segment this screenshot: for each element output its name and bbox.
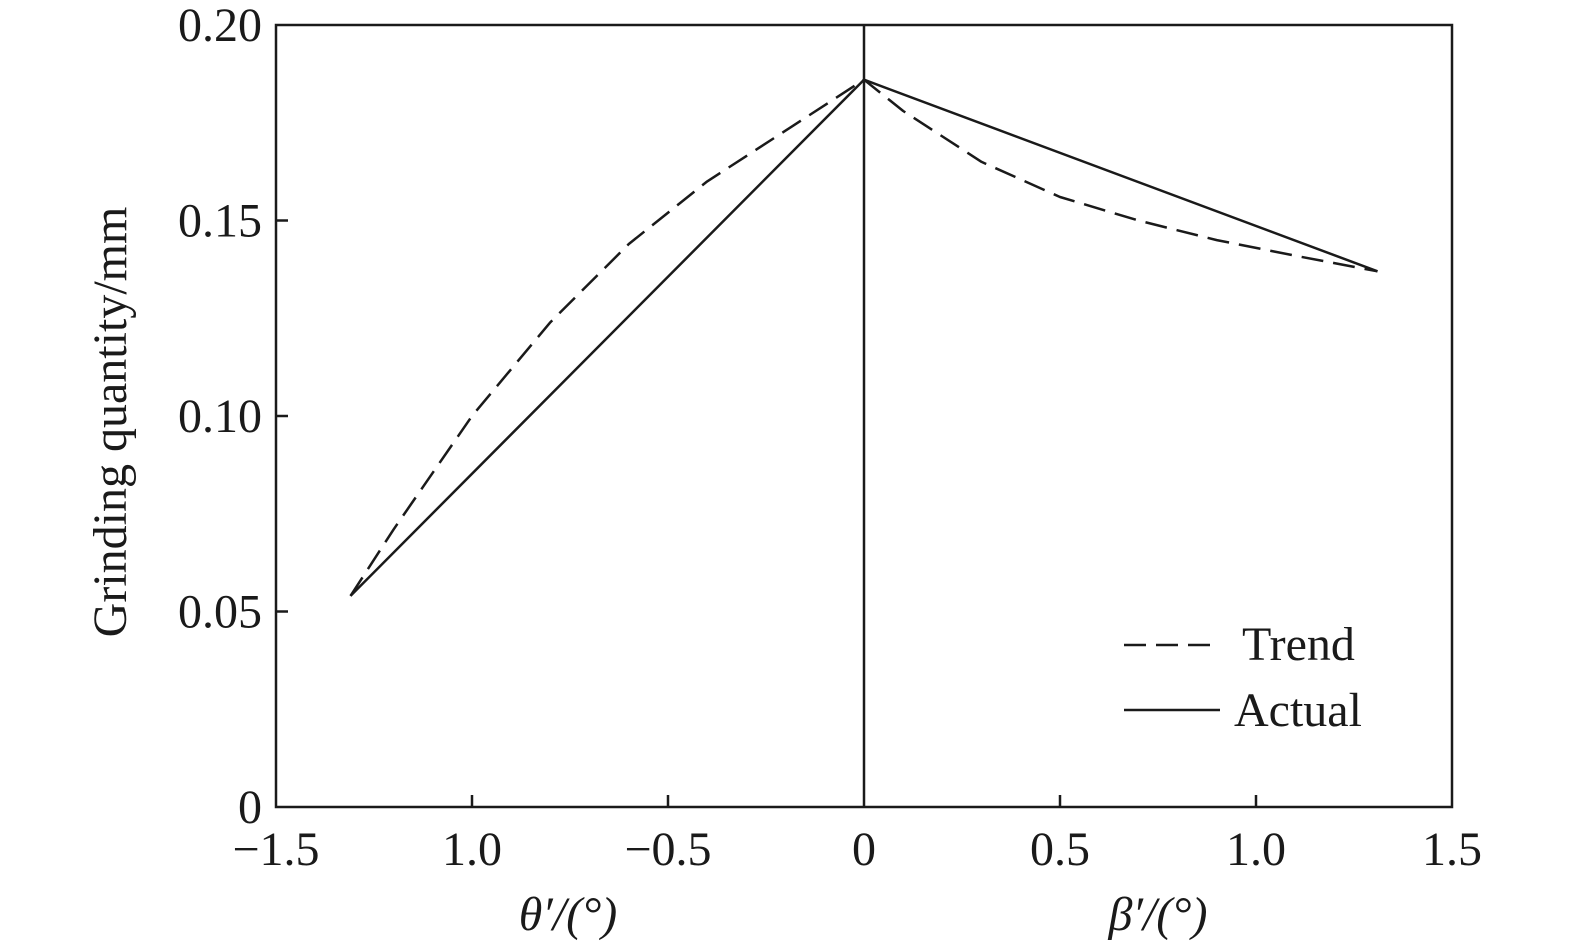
x-tick-label: 0 [852,823,876,876]
y-tick-label: 0.15 [178,195,262,248]
y-tick-label: 0.05 [178,586,262,639]
legend-label-trend: Trend [1242,618,1355,671]
legend: Trend Actual [1124,618,1362,737]
y-axis-title: Grinding quantity/mm [84,207,137,638]
x-axis-title-left: θ′/(°) [519,888,618,941]
y-tick-label: 0.10 [178,390,262,443]
series-layer [349,78,1378,597]
y-axis-ticks: 0 0.05 0.10 0.15 0.20 [178,0,288,834]
x-tick-label: −0.5 [624,823,711,876]
x-tick-label: 0.5 [1030,823,1090,876]
x-tick-label: 1.0 [442,823,502,876]
x-tick-label: 1.5 [1422,823,1482,876]
x-axis-ticks: −1.5 1.0 −0.5 0 0.5 1.0 1.5 [232,795,1482,876]
y-tick-label: 0 [238,781,262,834]
y-tick-label: 0.20 [178,0,262,52]
series-line-actual [349,78,1378,597]
x-tick-label: −1.5 [232,823,319,876]
legend-label-actual: Actual [1234,684,1362,737]
x-axis-title-right: β′/(°) [1108,888,1208,941]
x-tick-label: 1.0 [1226,823,1286,876]
